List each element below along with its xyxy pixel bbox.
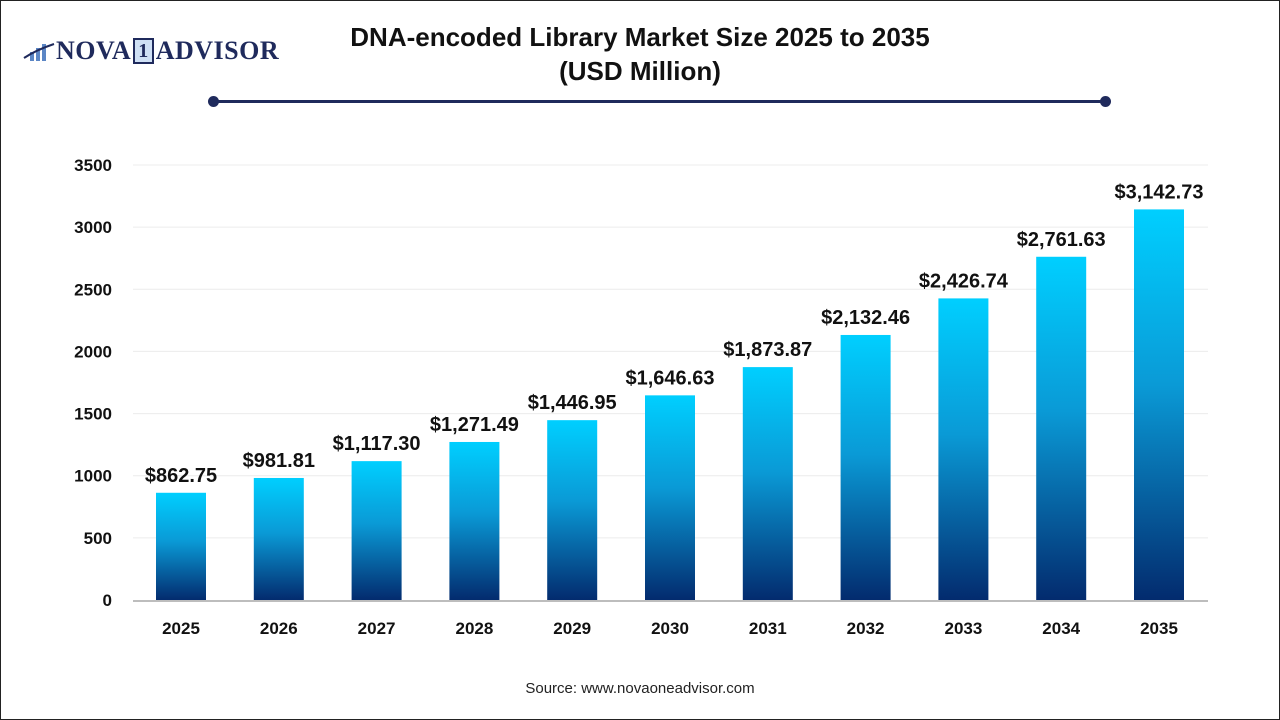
data-label: $1,446.95 [528,392,617,414]
data-label: $3,142.73 [1115,181,1204,203]
x-tick-label: 2028 [455,619,493,638]
x-tick-label: 2035 [1140,619,1178,638]
data-label: $981.81 [243,450,315,472]
bar-2025 [156,492,206,600]
data-label: $1,646.63 [626,367,715,389]
logo-text-nova: NOVA [56,36,132,65]
x-tick-label: 2027 [358,619,396,638]
bar-2035 [1134,209,1184,600]
x-tick-label: 2029 [553,619,591,638]
x-tick-label: 2025 [162,619,200,638]
bar-2027 [351,461,402,600]
y-tick-label: 0 [103,591,112,610]
bar-2030 [645,395,695,600]
bar-2033 [938,298,989,600]
data-label: $2,132.46 [821,307,910,329]
x-tick-label: 2033 [944,619,982,638]
y-tick-label: 1500 [74,405,112,424]
divider-dot-right [1100,96,1111,107]
data-label: $1,873.87 [723,339,812,361]
data-label: $2,426.74 [919,270,1009,292]
y-tick-label: 3500 [74,156,112,175]
x-tick-label: 2031 [749,619,787,638]
bar-2034 [1036,256,1087,600]
bar-2031 [742,367,793,600]
bar-2032 [840,334,891,600]
x-tick-label: 2032 [847,619,885,638]
data-label: $1,271.49 [430,414,519,436]
title-line-1: DNA-encoded Library Market Size 2025 to … [350,22,930,52]
bar-chart-logo-icon [23,43,55,61]
bar-2028 [449,441,500,600]
data-label: $1,117.30 [333,433,421,455]
bar-2029 [547,420,598,600]
source-note: Source: www.novaoneadvisor.com [525,680,755,697]
title-divider [213,100,1106,103]
bar-2026 [253,477,304,600]
title-line-2: (USD Million) [559,56,721,86]
y-tick-label: 3000 [74,218,112,237]
x-tick-label: 2034 [1042,619,1080,638]
x-tick-label: 2026 [260,619,298,638]
logo-text-one: 1 [133,38,154,64]
y-tick-label: 2500 [74,280,112,299]
chart-title: DNA-encoded Library Market Size 2025 to … [330,20,950,88]
divider-dot-left [208,96,219,107]
data-label: $862.75 [145,465,217,487]
y-tick-label: 500 [84,529,112,548]
y-tick-label: 1000 [74,467,112,486]
x-tick-label: 2030 [651,619,689,638]
y-tick-label: 2000 [74,342,112,361]
logo-text-advisor: ADVISOR [155,36,280,65]
logo: NOVA 1 ADVISOR [22,36,279,66]
data-label: $2,761.63 [1017,229,1106,251]
